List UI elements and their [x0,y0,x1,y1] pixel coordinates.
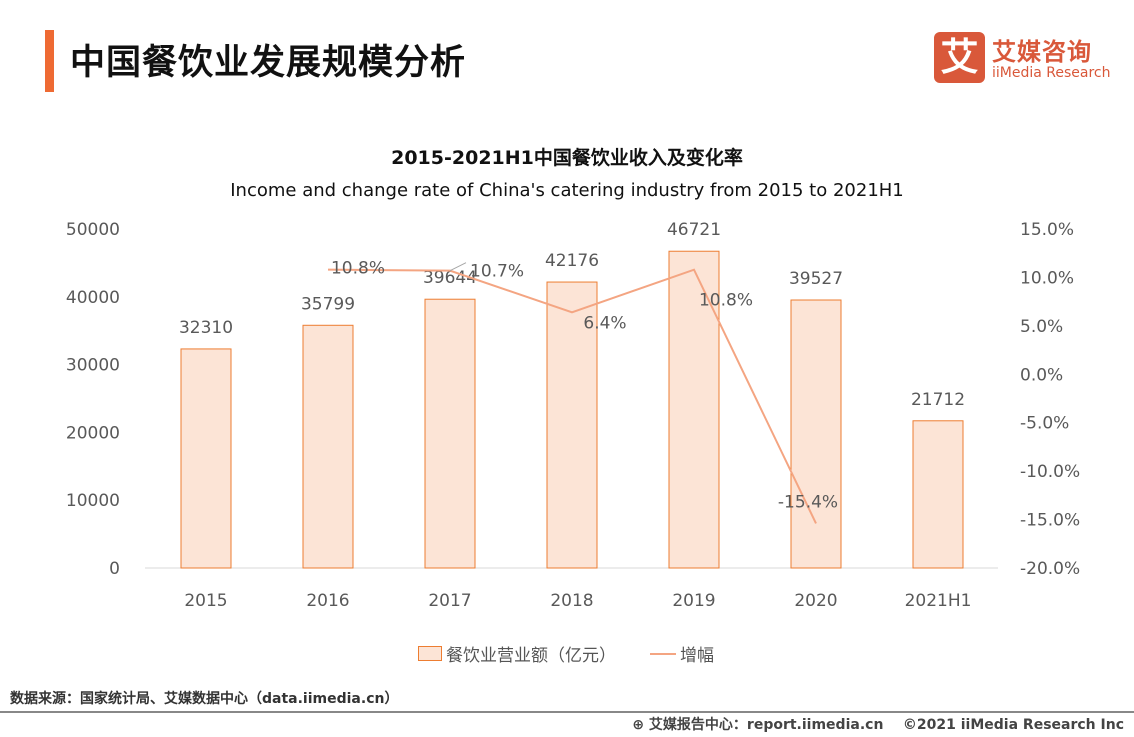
right-axis-tick: 10.0% [1020,268,1074,288]
report-link[interactable]: 艾媒报告中心：report.iimedia.cn [648,717,884,733]
x-axis-tick: 2019 [672,591,715,611]
line-data-label: 10.7% [470,262,524,282]
bar-data-label: 35799 [301,294,355,314]
line-data-label: 10.8% [331,259,385,279]
footer: ⊕ 艾媒报告中心：report.iimedia.cn ©2021 iiMedia… [632,714,1124,734]
x-axis-tick: 2018 [550,591,593,611]
logo-text-en: iiMedia Research [992,65,1111,81]
right-axis-tick: 5.0% [1020,317,1063,337]
bar-data-label: 21712 [911,390,965,410]
globe-icon: ⊕ [632,717,645,733]
right-axis-tick: 0.0% [1020,365,1063,385]
data-source: 数据来源：国家统计局、艾媒数据中心（data.iimedia.cn） [10,691,399,707]
bar-data-label: 39527 [789,269,843,289]
left-axis-tick: 10000 [66,491,120,511]
x-axis-tick: 2016 [306,591,349,611]
left-axis-tick: 20000 [66,423,120,443]
bar-data-label: 46721 [667,220,721,240]
x-axis-tick: 2021H1 [905,591,972,611]
line-data-label: -15.4% [778,492,838,512]
iimedia-logo: 艾 艾媒咨询 iiMedia Research [934,32,1114,84]
line-data-label: 6.4% [583,313,626,333]
label-leader-line [449,262,467,272]
footer-divider [0,711,1134,713]
left-axis-tick: 40000 [66,288,120,308]
bar [424,298,476,569]
left-axis-tick: 0 [109,559,120,579]
bar [546,281,598,569]
x-axis-tick: 2020 [794,591,837,611]
title-accent-bar [45,30,54,92]
bar-data-label: 39644 [423,268,477,288]
bar [302,324,354,569]
left-axis-tick: 30000 [66,356,120,376]
legend-line-label: 增幅 [680,646,714,666]
right-axis-tick: -15.0% [1020,511,1080,531]
legend-bar-label: 餐饮业营业额（亿元） [446,646,616,666]
logo-text-cn: 艾媒咨询 [992,38,1092,66]
x-axis-tick: 2017 [428,591,471,611]
bar-data-label: 32310 [179,318,233,338]
right-axis-tick: 15.0% [1020,220,1074,240]
x-axis-tick: 2015 [184,591,227,611]
legend: 餐饮业营业额（亿元） 增幅 [418,641,714,666]
copyright: ©2021 iiMedia Research Inc [902,717,1124,733]
right-axis-tick: -20.0% [1020,559,1080,579]
legend-bar-swatch [418,646,442,661]
logo-mark: 艾 [934,32,985,83]
right-axis-tick: -10.0% [1020,462,1080,482]
legend-line-swatch [650,652,676,655]
left-axis-tick: 50000 [66,220,120,240]
page-title: 中国餐饮业发展规模分析 [70,43,467,83]
bar-data-label: 42176 [545,251,599,271]
chart-subtitle: Income and change rate of China's cateri… [230,180,904,201]
bar [912,420,964,569]
bar [790,299,842,569]
right-axis-tick: -5.0% [1020,414,1069,434]
chart-title: 2015-2021H1中国餐饮业收入及变化率 [391,147,743,169]
line-data-label: 10.8% [699,291,753,311]
bar [180,348,232,569]
